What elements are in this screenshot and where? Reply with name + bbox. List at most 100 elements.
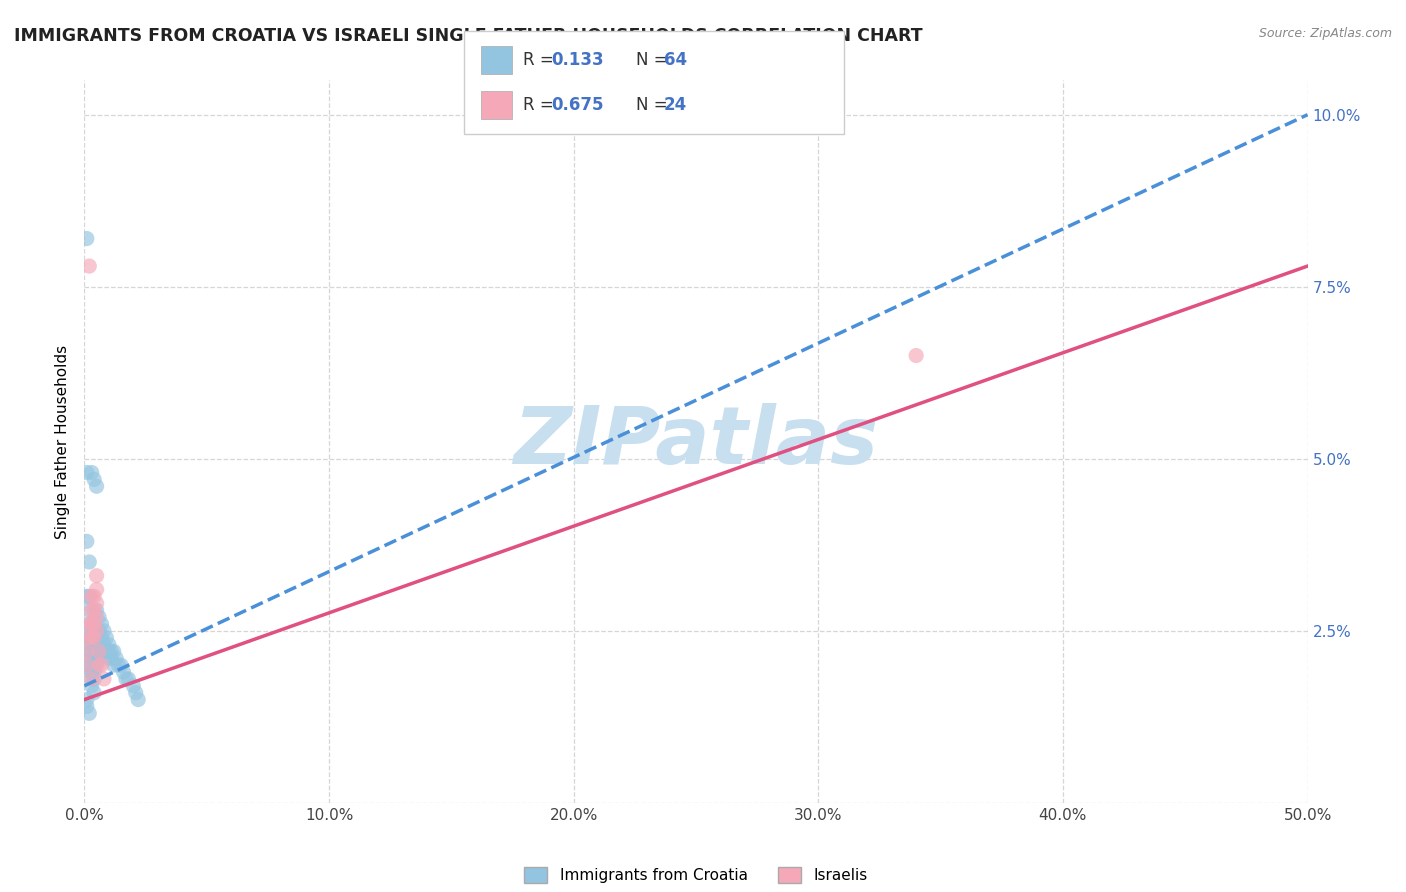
Point <box>125 686 148 700</box>
Point <box>80 672 103 686</box>
Point <box>86 596 108 610</box>
Point <box>86 610 108 624</box>
Point <box>86 568 108 582</box>
Point <box>80 590 103 604</box>
Point <box>77 616 100 631</box>
Point <box>90 631 112 645</box>
Point <box>77 631 100 645</box>
Point <box>96 631 118 645</box>
Point <box>83 665 105 679</box>
Point <box>77 259 100 273</box>
Point <box>87 624 110 638</box>
Point <box>97 651 120 665</box>
Point <box>103 644 125 658</box>
Point <box>127 692 149 706</box>
Point <box>90 616 112 631</box>
Point <box>86 658 108 673</box>
Point <box>86 603 108 617</box>
Point <box>80 638 103 652</box>
Point <box>905 349 928 363</box>
Point <box>83 651 105 665</box>
Point <box>80 631 103 645</box>
Point <box>76 534 98 549</box>
Point <box>90 658 112 673</box>
Point <box>107 658 129 673</box>
Point <box>83 616 105 631</box>
Point <box>83 672 105 686</box>
Point <box>77 644 100 658</box>
Point <box>76 644 98 658</box>
Point <box>97 644 120 658</box>
Point <box>80 466 103 480</box>
Legend: Immigrants from Croatia, Israelis: Immigrants from Croatia, Israelis <box>519 861 873 889</box>
Text: 0.675: 0.675 <box>551 96 603 114</box>
Point <box>93 624 115 638</box>
Point <box>100 644 122 658</box>
Text: IMMIGRANTS FROM CROATIA VS ISRAELI SINGLE FATHER HOUSEHOLDS CORRELATION CHART: IMMIGRANTS FROM CROATIA VS ISRAELI SINGL… <box>14 27 922 45</box>
Text: Source: ZipAtlas.com: Source: ZipAtlas.com <box>1258 27 1392 40</box>
Point <box>83 590 105 604</box>
Point <box>83 658 105 673</box>
Point <box>122 679 145 693</box>
Point <box>112 665 135 679</box>
Point <box>93 672 115 686</box>
Text: N =: N = <box>636 96 672 114</box>
Point <box>76 590 98 604</box>
Point <box>76 231 98 245</box>
Point <box>80 644 103 658</box>
Point <box>86 624 108 638</box>
Point <box>80 603 103 617</box>
Point <box>117 672 139 686</box>
Point <box>80 679 103 693</box>
Point <box>83 472 105 486</box>
Point <box>83 686 105 700</box>
Point <box>96 644 118 658</box>
Point <box>77 658 100 673</box>
Text: 64: 64 <box>664 51 686 69</box>
Text: 24: 24 <box>664 96 688 114</box>
Text: R =: R = <box>523 96 560 114</box>
Point <box>80 665 103 679</box>
Y-axis label: Single Father Households: Single Father Households <box>55 344 70 539</box>
Point <box>77 603 100 617</box>
Point <box>97 638 120 652</box>
Point <box>87 610 110 624</box>
Point <box>105 651 128 665</box>
Point <box>93 644 115 658</box>
Point <box>93 638 115 652</box>
Text: 0.133: 0.133 <box>551 51 603 69</box>
Point <box>110 658 132 673</box>
Point <box>80 672 103 686</box>
Text: R =: R = <box>523 51 560 69</box>
Point <box>87 651 110 665</box>
Point <box>86 638 108 652</box>
Point <box>86 644 108 658</box>
Point <box>80 624 103 638</box>
Point <box>77 631 100 645</box>
Point <box>87 638 110 652</box>
Point <box>80 616 103 631</box>
Point <box>83 631 105 645</box>
Point <box>87 644 110 658</box>
Text: ZIPatlas: ZIPatlas <box>513 402 879 481</box>
Point <box>80 658 103 673</box>
Point <box>100 651 122 665</box>
Point <box>76 658 98 673</box>
Point <box>77 706 100 721</box>
Point <box>80 651 103 665</box>
Point <box>77 616 100 631</box>
Point <box>76 699 98 714</box>
Point <box>77 555 100 569</box>
Point <box>87 658 110 673</box>
Point <box>77 590 100 604</box>
Point <box>80 665 103 679</box>
Text: N =: N = <box>636 51 672 69</box>
Point <box>83 603 105 617</box>
Point <box>76 466 98 480</box>
Point <box>86 624 108 638</box>
Point <box>86 479 108 493</box>
Point <box>86 582 108 597</box>
Point <box>76 692 98 706</box>
Point <box>115 672 138 686</box>
Point <box>80 631 103 645</box>
